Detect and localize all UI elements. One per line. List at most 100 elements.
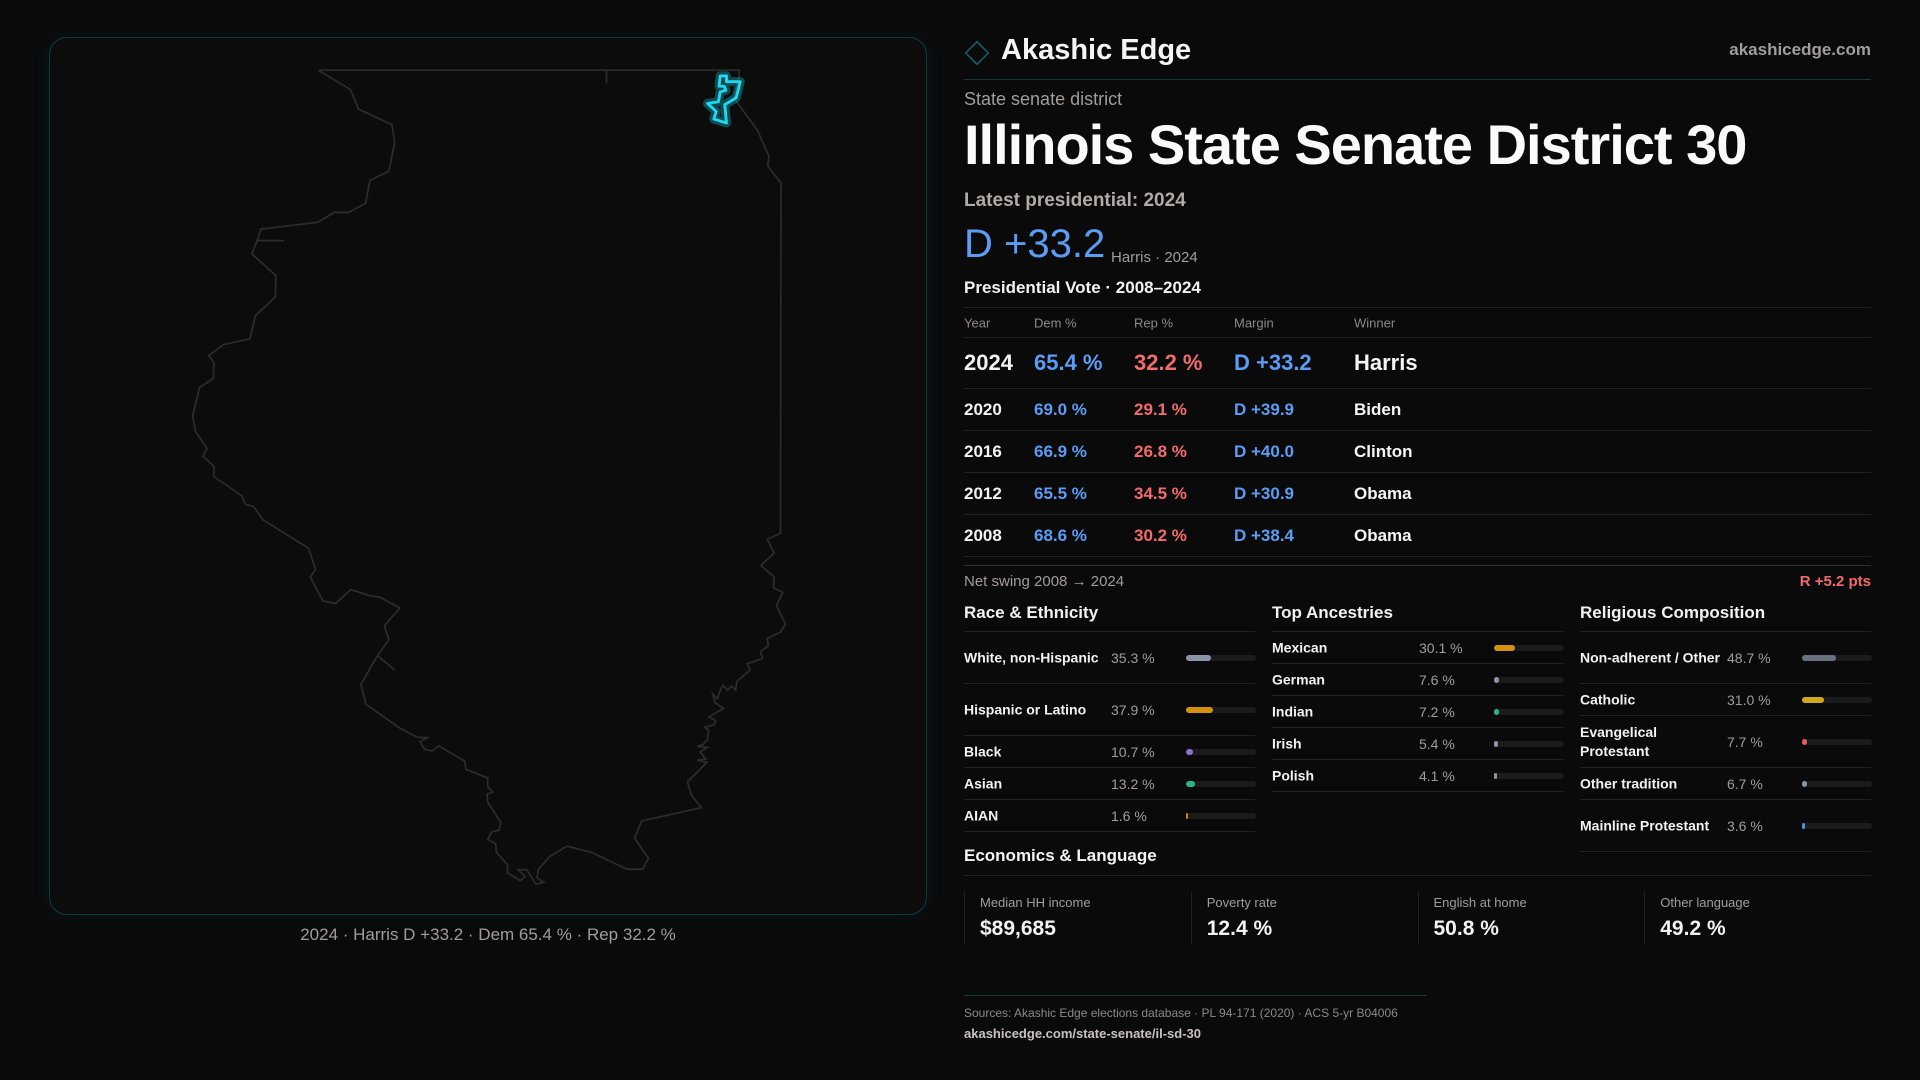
bar-track xyxy=(1802,738,1872,745)
item-value: 30.1 % xyxy=(1419,639,1463,656)
bar-fill xyxy=(1494,772,1497,779)
bar-track xyxy=(1494,740,1564,747)
item-value: 35.3 % xyxy=(1111,649,1155,666)
table-row: 2024 65.4 % 32.2 % D +33.2 Harris xyxy=(964,337,1871,388)
cell-margin: D +40.0 xyxy=(1234,441,1295,461)
section-title: Race & Ethnicity xyxy=(964,603,1255,632)
bar-track xyxy=(1186,748,1256,755)
item-label: Black xyxy=(964,743,1002,759)
stat-card: English at home 50.8 % xyxy=(1417,892,1645,945)
col-margin: Margin xyxy=(1234,315,1274,330)
cell-winner: Harris xyxy=(1354,350,1418,375)
bar-track xyxy=(1802,654,1872,661)
cell-rep: 32.2 % xyxy=(1134,350,1203,375)
item-value: 10.7 % xyxy=(1111,743,1155,760)
bar-track xyxy=(1802,780,1872,787)
item-label: Hispanic or Latino xyxy=(964,701,1087,717)
stat-card: Other language 49.2 % xyxy=(1644,892,1871,945)
cell-rep: 26.8 % xyxy=(1134,441,1187,461)
bar-fill xyxy=(1802,780,1807,787)
item-value: 3.6 % xyxy=(1727,817,1763,834)
latest-margin-sub: Harris · 2024 xyxy=(1111,249,1198,266)
item-label: German xyxy=(1272,671,1325,687)
latest-margin: D +33.2 xyxy=(964,222,1106,266)
site-link[interactable]: akashicedge.com xyxy=(1729,40,1871,59)
border-tick xyxy=(376,654,396,671)
bar-track xyxy=(1494,708,1564,715)
bar-fill xyxy=(1802,696,1824,703)
col-dem: Dem % xyxy=(1034,315,1077,330)
illinois-map xyxy=(191,69,787,886)
item-value: 48.7 % xyxy=(1727,649,1771,666)
presidential-table: Year Dem % Rep % Margin Winner 2024 65.4 … xyxy=(964,307,1871,566)
item-value: 37.9 % xyxy=(1111,701,1155,718)
state-outline xyxy=(191,69,787,886)
list-item: Asian 13.2 % xyxy=(964,768,1256,800)
item-label: Mexican xyxy=(1272,639,1328,655)
map-caption: 2024 · Harris D +33.2 · Dem 65.4 % · Rep… xyxy=(300,925,676,944)
col-rep: Rep % xyxy=(1134,315,1174,330)
brand-name: Akashic Edge xyxy=(1001,34,1192,66)
list-item: AIAN 1.6 % xyxy=(964,800,1256,832)
cell-rep: 29.1 % xyxy=(1134,399,1187,419)
item-label: Indian xyxy=(1272,703,1314,719)
cell-margin: D +39.9 xyxy=(1234,399,1295,419)
cell-rep: 34.5 % xyxy=(1134,483,1187,503)
table-row: 2008 68.6 % 30.2 % D +38.4 Obama xyxy=(964,514,1871,556)
cell-year: 2008 xyxy=(964,525,1002,545)
demographic-section: Race & Ethnicity White, non-Hispanic 35.3 … xyxy=(964,603,1256,832)
item-label: Evangelical Protestant xyxy=(1580,723,1658,759)
col-year: Year xyxy=(964,315,991,330)
stat-label: Median HH income xyxy=(980,895,1091,910)
list-item: Mexican 30.1 % xyxy=(1272,632,1564,664)
list-item: Mainline Protestant 3.6 % xyxy=(1580,800,1872,852)
cell-dem: 65.5 % xyxy=(1034,483,1087,503)
table-header: Year Dem % Rep % Margin Winner xyxy=(964,307,1871,337)
bar-track xyxy=(1186,706,1256,713)
cell-year: 2024 xyxy=(964,350,1013,375)
page-title: Illinois State Senate District 30 xyxy=(964,113,1747,176)
table-row: 2016 66.9 % 26.8 % D +40.0 Clinton xyxy=(964,430,1871,472)
bar-fill xyxy=(1494,676,1500,683)
latest-presidential: Latest presidential: 2024 xyxy=(964,190,1186,211)
bar-track xyxy=(1494,676,1564,683)
list-item: Non-adherent / Other 48.7 % xyxy=(1580,632,1872,684)
demographic-section: Religious Composition Non-adherent / Othe… xyxy=(1580,603,1872,852)
stat-label: English at home xyxy=(1433,895,1527,910)
item-value: 6.7 % xyxy=(1727,775,1763,792)
list-item: Indian 7.2 % xyxy=(1272,696,1564,728)
header: Akashic Edge akashicedge.com xyxy=(964,30,1871,80)
net-swing: Net swing 2008 → 2024 R +5.2 pts xyxy=(964,573,1871,590)
stat-card: Poverty rate 12.4 % xyxy=(1190,892,1418,945)
section-title: Religious Composition xyxy=(1580,603,1871,632)
bar-track xyxy=(1186,654,1256,661)
list-item: Irish 5.4 % xyxy=(1272,728,1564,760)
cell-winner: Biden xyxy=(1354,399,1402,419)
stat-card: Median HH income $89,685 xyxy=(964,892,1191,945)
list-item: German 7.6 % xyxy=(1272,664,1564,696)
bar-track xyxy=(1494,772,1564,779)
swing-value: R +5.2 pts xyxy=(1799,573,1871,590)
bar-fill xyxy=(1186,654,1211,661)
cell-margin: D +33.2 xyxy=(1234,350,1312,375)
stat-value: 12.4 % xyxy=(1206,917,1273,940)
bar-track xyxy=(1802,822,1872,829)
swing-label: Net swing 2008 → 2024 xyxy=(964,573,1125,590)
cell-winner: Obama xyxy=(1354,525,1412,545)
list-item: White, non-Hispanic 35.3 % xyxy=(964,632,1256,684)
bar-fill xyxy=(1186,812,1188,819)
district-30-shape[interactable] xyxy=(706,74,742,125)
bar-fill xyxy=(1186,780,1196,787)
page-url[interactable]: akashicedge.com/state-senate/il-sd-30 xyxy=(964,1026,1201,1041)
diamond-logo-icon xyxy=(964,40,990,66)
list-item: Catholic 31.0 % xyxy=(1580,684,1872,716)
cell-year: 2016 xyxy=(964,441,1002,461)
item-value: 31.0 % xyxy=(1727,691,1771,708)
bar-fill xyxy=(1494,644,1516,651)
bar-fill xyxy=(1802,738,1808,745)
stat-label: Poverty rate xyxy=(1206,895,1277,910)
item-label: White, non-Hispanic xyxy=(964,649,1099,665)
bar-fill xyxy=(1494,708,1500,715)
table-row: 2012 65.5 % 34.5 % D +30.9 Obama xyxy=(964,472,1871,514)
presidential-table-title: Presidential Vote · 2008–2024 xyxy=(964,278,1201,297)
